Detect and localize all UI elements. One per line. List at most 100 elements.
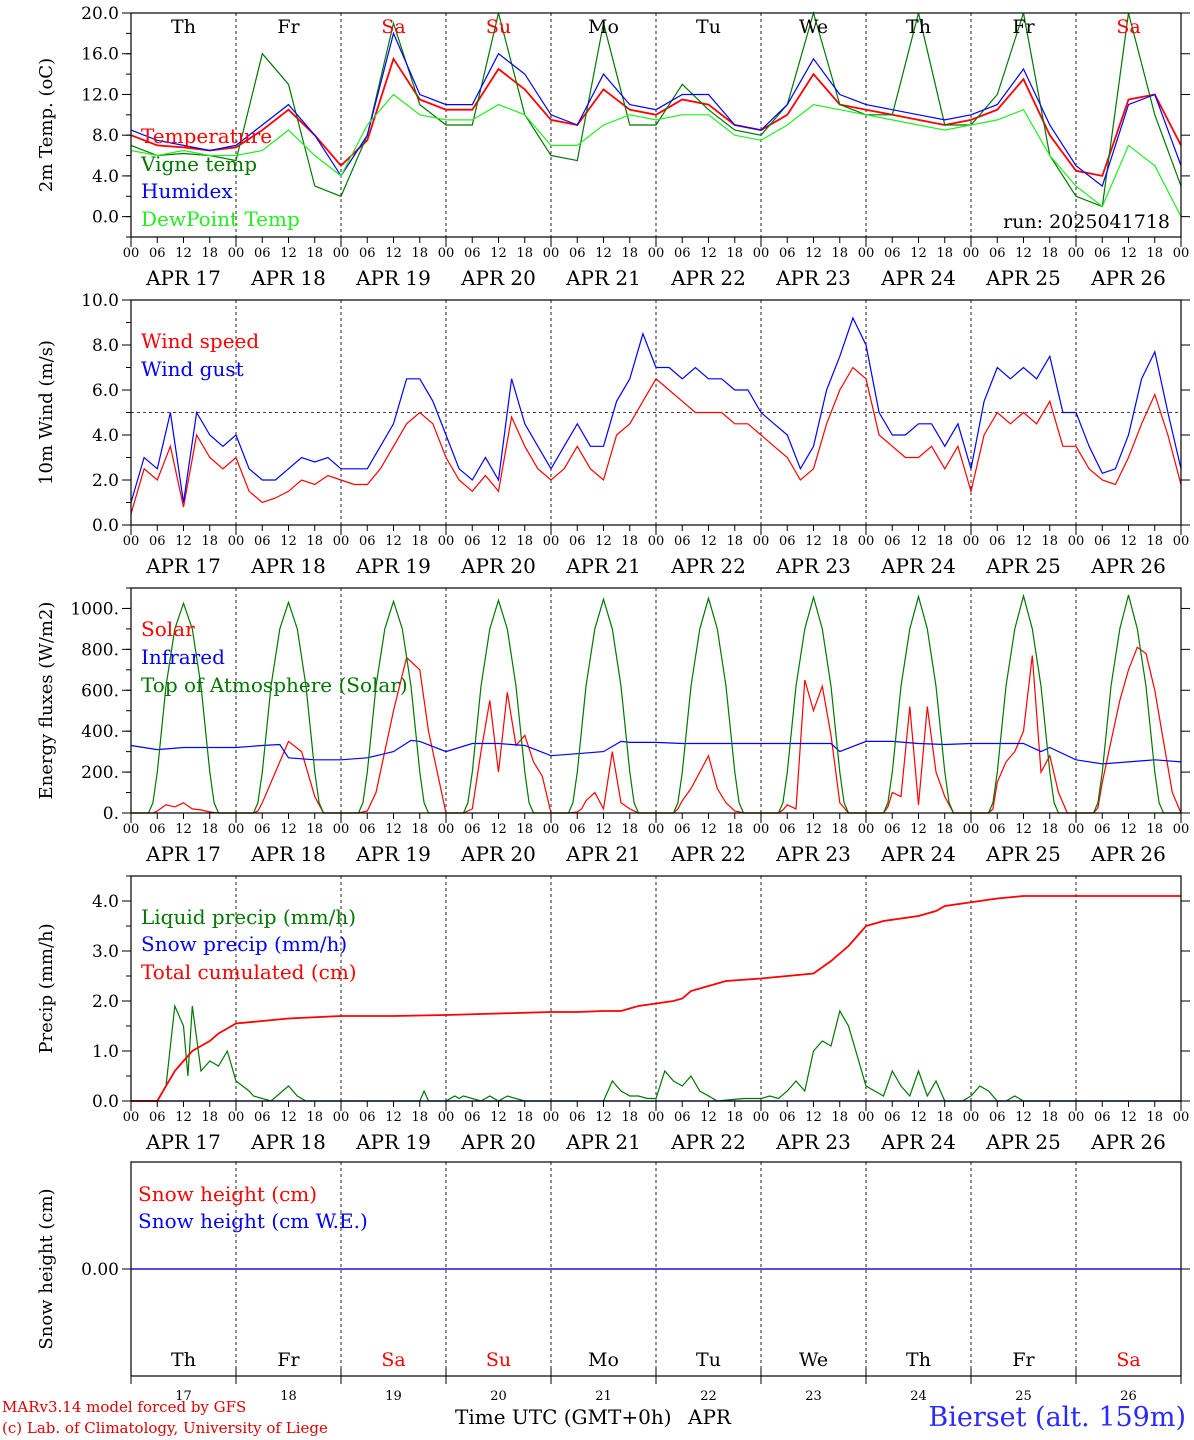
- x-hour-label: 12: [175, 1110, 192, 1125]
- y-tick-label: 10.0: [81, 291, 119, 311]
- x-hour-label: 18: [1146, 534, 1163, 549]
- legend-entry: Humidex: [141, 179, 233, 203]
- x-date-label: APR 24: [880, 842, 956, 866]
- x-date-label: APR 18: [250, 842, 326, 866]
- day-number-label: 25: [1015, 1389, 1032, 1404]
- panel-temp: 0.0 4.0 8.0 12.0 16.0 20.0 2m Temp. (oC) Temper…: [36, 4, 1190, 290]
- x-date-label: APR 23: [775, 1130, 851, 1154]
- x-hour-label: 12: [490, 1110, 507, 1125]
- day-number-label: 18: [280, 1389, 297, 1404]
- x-hour-label: 06: [884, 822, 901, 837]
- x-hour-label: 06: [254, 1110, 271, 1125]
- x-hour-label: 00: [543, 822, 560, 837]
- x-hour-label: 00: [753, 1110, 770, 1125]
- day-name-label: Su: [486, 16, 511, 38]
- x-hour-label: 12: [700, 822, 717, 837]
- y-axis-label: 10m Wind (m/s): [36, 340, 57, 485]
- x-hour-label: 18: [936, 822, 953, 837]
- x-hour-label: 06: [254, 534, 271, 549]
- x-date-label: APR 20: [460, 842, 536, 866]
- x-hour-label: 18: [306, 534, 323, 549]
- x-hour-label: 12: [385, 246, 402, 261]
- day-name-label: Sa: [1116, 1349, 1140, 1371]
- legend-entry: Solar: [141, 617, 195, 641]
- y-tick-label: 0.0: [92, 516, 119, 536]
- day-name-label: Fr: [277, 1349, 300, 1371]
- x-hour-label: 18: [831, 1110, 848, 1125]
- series-line-solar: [131, 646, 1182, 814]
- x-date-label: APR 26: [1090, 842, 1166, 866]
- x-hour-label: 18: [1146, 822, 1163, 837]
- x-date-label: APR 17: [145, 1130, 221, 1154]
- x-hour-label: 00: [543, 246, 560, 261]
- y-axis-label: Energy fluxes (W/m2): [36, 602, 57, 800]
- y-tick-label: 200.: [81, 763, 119, 783]
- x-hour-label: 00: [228, 246, 245, 261]
- y-tick-label: 600.: [81, 681, 119, 701]
- x-hour-label: 06: [149, 1110, 166, 1125]
- y-tick-label: 16.0: [81, 45, 119, 65]
- x-date-label: APR 22: [670, 266, 746, 290]
- day-number-label: 20: [490, 1389, 507, 1404]
- x-hour-label: 06: [989, 822, 1006, 837]
- x-hour-label: 06: [254, 822, 271, 837]
- x-hour-label: 00: [858, 534, 875, 549]
- y-tick-label: 20.0: [81, 4, 119, 24]
- x-hour-label: 12: [175, 246, 192, 261]
- x-hour-label: 06: [149, 534, 166, 549]
- day-name-label: Tu: [696, 16, 721, 38]
- legend-entry: Snow precip (mm/h): [141, 932, 347, 956]
- x-date-label: APR 19: [355, 554, 431, 578]
- x-hour-label: 00: [963, 246, 980, 261]
- x-hour-label: 00: [648, 822, 665, 837]
- legend-entry: Temperature: [141, 124, 272, 148]
- series-line-infrared: [130, 739, 1182, 765]
- x-hour-label: 18: [726, 822, 743, 837]
- x-hour-label: 18: [1041, 246, 1058, 261]
- x-hour-label: 12: [805, 1110, 822, 1125]
- x-hour-label: 12: [1120, 1110, 1137, 1125]
- x-hour-label: 06: [359, 534, 376, 549]
- x-hour-label: 12: [280, 246, 297, 261]
- x-hour-label: 18: [1041, 822, 1058, 837]
- x-hour-label: 06: [569, 534, 586, 549]
- x-hour-label: 00: [333, 1110, 350, 1125]
- x-hour-label: 06: [779, 1110, 796, 1125]
- x-axis-label: Time UTC (GMT+0h): [455, 1405, 672, 1429]
- series-line-dewpoint-temp: [130, 93, 1182, 217]
- x-hour-label: 12: [700, 534, 717, 549]
- day-number-label: 17: [175, 1389, 192, 1404]
- legend-entry: Wind gust: [141, 357, 244, 381]
- x-date-label: APR 25: [985, 266, 1061, 290]
- x-date-label: APR 21: [565, 842, 641, 866]
- x-date-label: APR 20: [460, 554, 536, 578]
- x-hour-label: 12: [805, 534, 822, 549]
- x-hour-label: 12: [1015, 822, 1032, 837]
- legend-entry: Snow height (cm): [138, 1182, 317, 1206]
- y-tick-label: 12.0: [81, 85, 119, 105]
- x-hour-label: 00: [1173, 246, 1190, 261]
- series-line-temperature: [130, 56, 1182, 177]
- x-hour-label: 00: [333, 246, 350, 261]
- x-hour-label: 12: [280, 822, 297, 837]
- x-hour-label: 18: [936, 246, 953, 261]
- x-date-label: APR 22: [670, 554, 746, 578]
- y-tick-label: 4.0: [92, 167, 119, 187]
- x-hour-label: 06: [359, 1110, 376, 1125]
- x-hour-label: 00: [333, 534, 350, 549]
- x-hour-label: 00: [123, 822, 140, 837]
- x-hour-label: 12: [280, 1110, 297, 1125]
- x-hour-label: 18: [516, 1110, 533, 1125]
- panel-precip: 0.0 1.0 2.0 3.0 4.0 Precip (mm/h) Liquid preci…: [36, 875, 1190, 1154]
- x-hour-label: 12: [1015, 534, 1032, 549]
- x-hour-label: 18: [621, 534, 638, 549]
- day-name-label: We: [799, 16, 828, 38]
- x-date-label: APR 17: [145, 266, 221, 290]
- day-number-label: 23: [805, 1389, 822, 1404]
- x-hour-label: 06: [674, 246, 691, 261]
- x-date-label: APR 19: [355, 842, 431, 866]
- y-tick-label: 0.0: [92, 208, 119, 228]
- x-date-label: APR 24: [880, 266, 956, 290]
- day-name-label: Fr: [1012, 1349, 1035, 1371]
